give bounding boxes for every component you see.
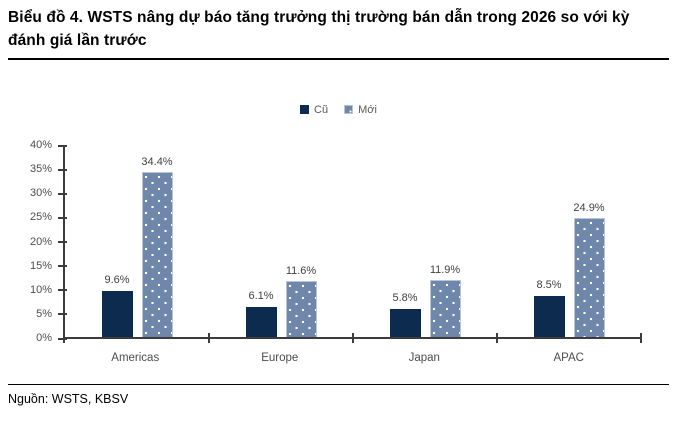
legend-item-old: Cũ [300,104,328,116]
value-label-new-apac: 24.9% [573,201,605,214]
ytick-mark [58,289,67,292]
value-label-old-apac: 8.5% [536,278,562,291]
value-label-old-japan: 5.8% [392,291,418,304]
ytick-label: 40% [29,139,52,151]
ytick-mark [58,265,67,268]
ytick-label: 15% [29,259,52,272]
bar-old-japan: 5.8% [389,292,421,337]
value-label-old-americas: 9.6% [104,273,130,286]
value-label-new-europe: 11.6% [285,265,317,278]
plot-area: 9.6% 34.4% 6.1% 11.6% 5.8% 11.9% 8.5% 24.9% [63,145,642,343]
xtick-mark [208,332,210,343]
title-divider [8,57,669,60]
ytick-label: 10% [29,283,52,296]
chart-title: Biểu đồ 4. WSTS nâng dự báo tăng trưởng … [8,9,630,50]
bar-old-apac: 8.5% [533,279,565,337]
chart-legend: Cũ Mới [8,104,669,116]
legend-swatch-new [344,105,354,114]
bar-chart: 9.6% 34.4% 6.1% 11.6% 5.8% 11.9% 8.5% 24.9% Ame… [8,124,669,370]
legend-label-old: Cũ [314,103,329,116]
xtick-mark [352,332,354,343]
category-label-japan: Japan [408,351,440,364]
ytick-label: 5% [36,307,52,320]
category-label-apac: APAC [553,351,584,364]
bar-group-europe: 6.1% 11.6% [209,146,353,337]
legend-item-new: Mới [344,104,377,116]
bar-new-apac: 24.9% [573,202,605,337]
legend-swatch-old [300,105,310,114]
bar-new-europe: 11.6% [285,265,317,337]
bar-new-americas: 34.4% [141,156,173,337]
category-axis: Americas Europe Japan APAC [63,352,641,364]
ytick-label: 25% [29,211,52,224]
ytick-label: 0% [36,332,52,344]
legend-label-new: Mới [358,103,377,116]
ytick-label: 20% [29,235,52,248]
bar-old-europe: 6.1% [245,290,277,337]
xtick-mark [640,332,642,343]
ytick-mark [58,192,67,195]
bar-group-americas: 9.6% 34.4% [65,146,209,337]
ytick-label: 35% [29,163,52,176]
xtick-mark [496,332,498,343]
value-label-new-americas: 34.4% [141,156,173,169]
value-label-new-japan: 11.9% [429,263,461,276]
ytick-mark [58,216,67,219]
ytick-label: 30% [29,187,52,200]
bottom-divider [8,383,669,385]
source-note: Nguồn: WSTS, KBSV [8,391,129,406]
bar-group-japan: 5.8% 11.9% [353,146,497,337]
ytick-mark [58,168,67,171]
value-label-old-europe: 6.1% [248,290,274,303]
bar-group-apac: 8.5% 24.9% [497,146,641,337]
category-label-americas: Americas [111,351,160,364]
bar-old-americas: 9.6% [101,274,133,337]
ytick-mark [58,241,67,243]
ytick-mark [58,337,67,340]
category-label-europe: Europe [261,351,299,364]
ytick-mark [58,313,67,316]
bar-new-japan: 11.9% [429,264,461,337]
ytick-mark [58,144,67,147]
